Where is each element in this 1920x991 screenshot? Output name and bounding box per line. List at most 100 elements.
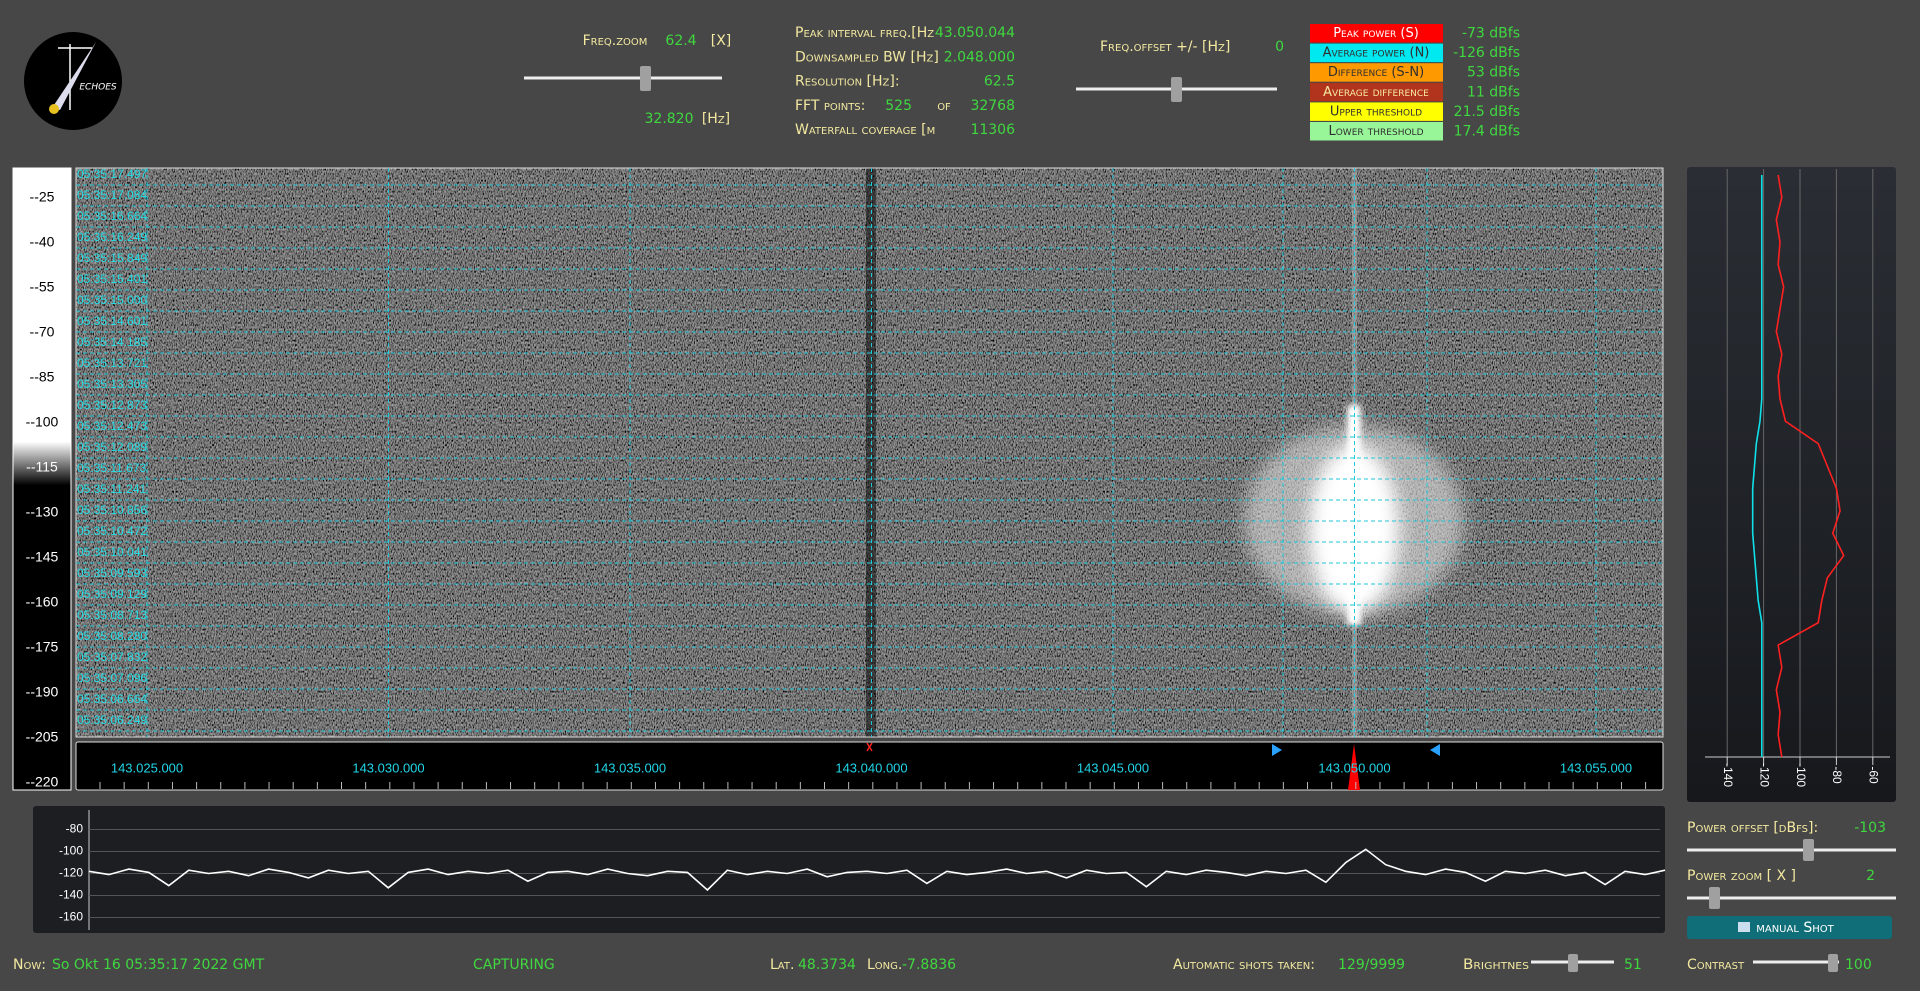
power-offset-label: Power offset [dBfs]: [1687,820,1818,836]
freq-offset-label: Freq.offset +/- [Hz] [1100,39,1230,55]
now-label: Now: [13,957,46,973]
freq-zoom-value: 62.4 [665,33,696,49]
time-label: 05:35:14.601 [77,314,147,328]
time-label: 05:35:09.593 [77,566,147,580]
palette-scale: --25 --40 --55 --70 --85 --100 --115 --130 --145… [26,189,59,790]
time-label: 05:35:17.497 [77,167,147,181]
level-name: Upper threshold [1330,104,1422,119]
level-name: Difference (S-N) [1328,65,1424,80]
freq-span-value: 32.820 [645,111,694,127]
time-label: 05:35:17.084 [77,188,147,202]
info-panel: Peak interval freq.[Hz 43.050.044 Downsamp… [795,25,1015,138]
time-label: 05:35:07.832 [77,650,147,664]
freq-offset-thumb[interactable] [1171,77,1182,102]
freq-tick-label: 143.050.000 [1318,760,1390,775]
trace [1775,174,1845,758]
time-label: 05:35:09.129 [77,587,147,601]
info-sep: of [937,98,951,114]
time-label: 05:35:07.096 [77,671,147,685]
contrast-label: Contrast [1687,957,1745,973]
brightness-label: Brightnes [1463,957,1529,973]
palette-tick-label: --145 [26,549,59,565]
power-offset-value: -103 [1854,820,1886,836]
shots-label: Automatic shots taken: [1173,957,1315,973]
freq-tick-label: 143.055.000 [1560,760,1632,775]
time-label: 05:35:11.673 [77,461,147,475]
power-zoom-label: Power zoom [ X ] [1687,868,1796,884]
long-value: -7.8836 [902,957,956,973]
time-label: 05:35:06.664 [77,692,147,706]
button-label: manual Shot [1756,920,1834,936]
x-tick-label: -60 [1867,766,1881,784]
spectrum-plot: -80 -100 -120 -140 -160 [59,810,1666,930]
level-box [1310,43,1443,63]
level-box [1310,102,1443,121]
low-marker [1272,744,1282,756]
time-label: 05:35:16.249 [77,230,147,244]
info-label: Peak interval freq.[Hz [795,25,934,41]
info-label: Resolution [Hz]: [795,74,900,90]
contrast-value: 100 [1845,957,1872,973]
palette-tick-label: --205 [26,729,59,745]
level-name: Average power (N) [1323,46,1430,61]
level-value: 17.4 dBfs [1454,124,1520,140]
now-value: So Okt 16 05:35:17 2022 GMT [52,957,265,973]
waterfall-overlay: 05:35:17.497 05:35:17.084 05:35:16.664 05:3… [76,167,1663,737]
trace [1751,175,1763,757]
freq-axis [75,741,1664,791]
shots-value: 129/9999 [1338,957,1405,973]
info-value: 525 [885,98,912,114]
time-label: 05:35:08.713 [77,608,147,622]
y-tick-label: -160 [59,910,83,924]
status-state: CAPTURING [473,957,555,973]
manual-shot-button[interactable]: manual Shot [1687,916,1892,939]
level-value: 11 dBfs [1467,84,1520,100]
waterfall [75,167,1664,738]
palette-tick-label: --85 [30,369,55,385]
palette-tick-label: --190 [26,684,59,700]
level-name: Average difference [1323,85,1429,100]
freq-tick-label: 143.040.000 [835,760,907,775]
level-name: Peak power (S) [1333,26,1419,41]
info-label: FFT points: [795,98,865,114]
brightness-thumb[interactable] [1568,954,1578,972]
freq-tick-label: 143.030.000 [352,760,424,775]
time-label: 05:35:12.473 [77,419,147,433]
center-marker [866,742,873,752]
time-label: 05:35:06.249 [77,713,147,727]
levels-panel: Peak power (S) -73 dBfs Average power (N) -… [1310,24,1520,141]
time-label: 05:35:15.000 [77,293,147,307]
info-total: 32768 [970,98,1015,114]
level-box [1310,24,1443,43]
freq-zoom-label: Freq.zoom [583,33,648,49]
long-label: Long. [867,957,902,973]
y-tick-label: -120 [59,866,83,880]
power-offset-thumb[interactable] [1803,839,1814,861]
freq-zoom-unit: [X] [711,33,732,49]
palette-tick-label: --130 [26,504,59,520]
freq-zoom-thumb[interactable] [640,66,651,91]
palette-tick-label: --55 [30,279,55,295]
y-tick-label: -80 [66,822,84,836]
level-name: Lower threshold [1328,124,1423,139]
power-plot: -140 -120 -100 -80 -60 [1705,169,1890,787]
palette-tick-label: --175 [26,639,59,655]
freq-ticks: 143.025.000 143.030.000 143.035.000 143.040… [99,760,1647,789]
level-box [1310,122,1443,141]
palette-tick-label: --160 [26,594,59,610]
info-label: Waterfall coverage [m [795,122,935,138]
palette-tick-label: --220 [26,774,59,790]
info-value: 2.048.000 [944,49,1015,65]
power-zoom-thumb[interactable] [1709,887,1720,909]
info-label: Downsampled BW [Hz] [795,49,939,65]
trace [88,848,1666,892]
time-label: 05:35:10.856 [77,503,147,517]
peak-marker [1348,744,1360,790]
time-label: 05:35:10.041 [77,545,147,559]
time-label: 05:35:12.089 [77,440,147,454]
level-value: 53 dBfs [1467,65,1520,81]
freq-offset-value: 0 [1275,39,1284,55]
contrast-thumb[interactable] [1828,954,1838,972]
